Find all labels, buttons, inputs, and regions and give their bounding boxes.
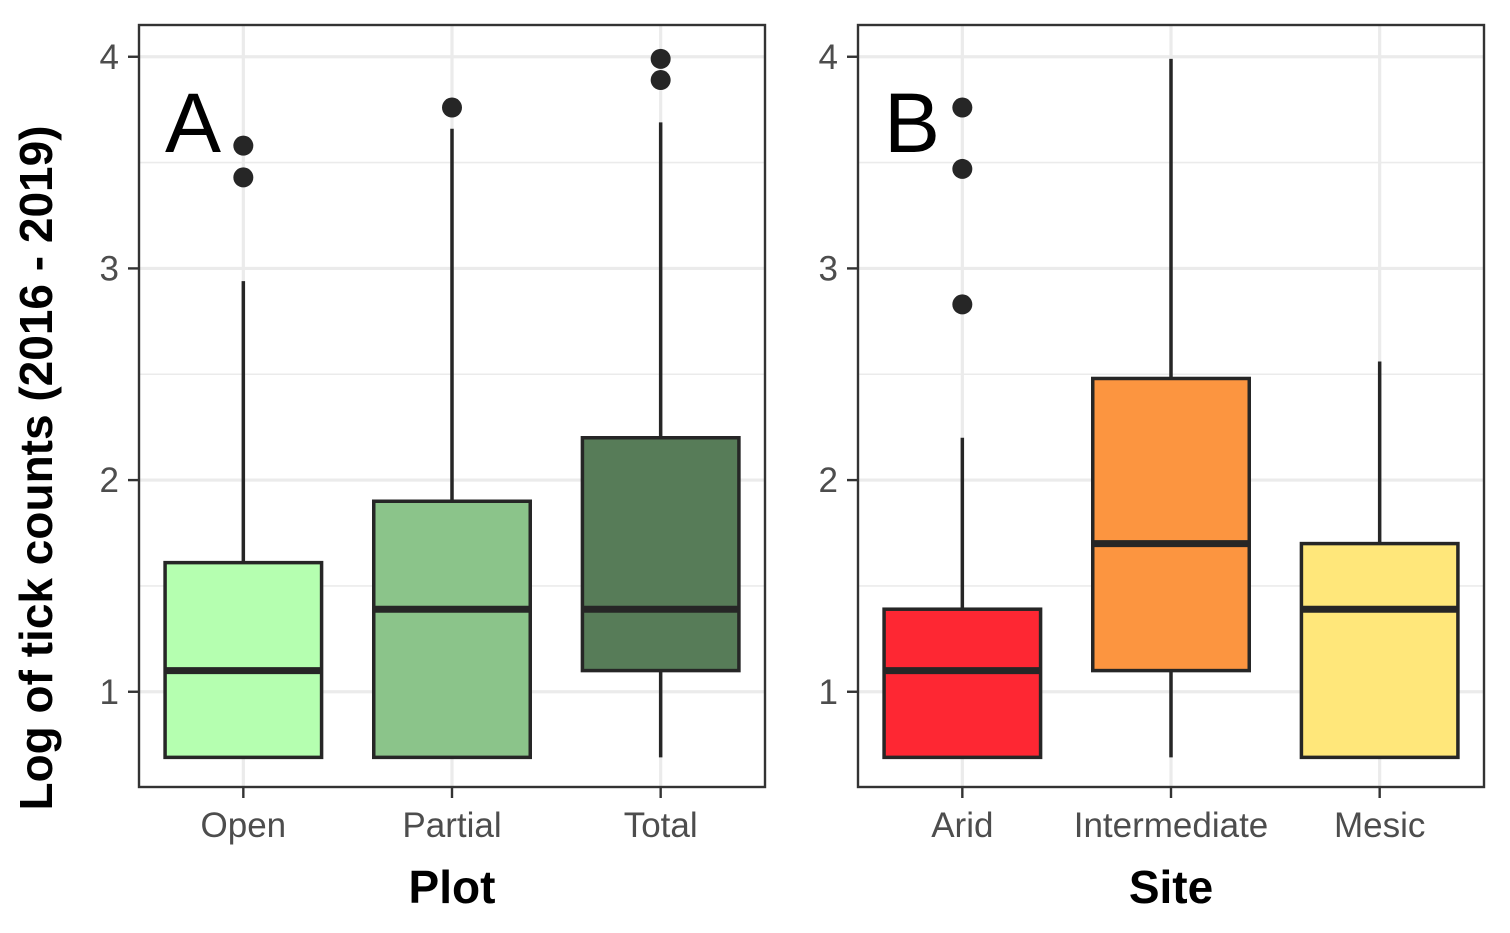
outlier-point (952, 97, 973, 118)
box-iqr (1091, 376, 1251, 673)
panel-a: 1 2 3 4 Open Partial Total Plot A (100, 23, 767, 913)
y-tick-label: 2 (100, 461, 119, 500)
y-tick-label: 3 (819, 249, 838, 288)
panel-tag: A (165, 76, 221, 170)
box-iqr (580, 436, 741, 673)
y-axis-title: Log of tick counts (2016 - 2019) (10, 125, 62, 810)
x-tick-label: Partial (402, 806, 501, 845)
panel-b: 1 2 3 4 Arid Intermediate Mesic Site B (819, 23, 1486, 913)
y-tick-label: 4 (819, 38, 838, 77)
box-iqr (882, 607, 1043, 760)
box-open (163, 135, 324, 760)
box-iqr (163, 560, 324, 760)
x-tick-label: Total (624, 806, 698, 845)
box-partial (372, 97, 532, 760)
box-total (580, 48, 741, 758)
x-axis-title: Site (1129, 861, 1213, 913)
outlier-point (952, 294, 973, 315)
x-axis-title: Plot (409, 861, 496, 913)
outlier-point (233, 135, 254, 156)
x-tick-label: Intermediate (1074, 806, 1269, 845)
y-tick-label: 1 (819, 673, 838, 712)
outlier-point (650, 48, 671, 69)
x-tick-label: Mesic (1334, 806, 1425, 845)
outlier-point (650, 70, 671, 91)
box-iqr (1299, 541, 1460, 760)
outlier-point (952, 158, 973, 179)
panel-tag: B (884, 76, 940, 170)
box-mesic (1299, 361, 1460, 760)
box-intermediate (1091, 58, 1251, 758)
y-tick-label: 4 (100, 38, 119, 77)
box-iqr (372, 499, 532, 760)
y-tick-label: 1 (100, 673, 119, 712)
x-tick-label: Arid (931, 806, 993, 845)
outlier-point (442, 97, 462, 118)
box-arid (882, 97, 1043, 760)
x-tick-label: Open (201, 806, 287, 845)
y-tick-label: 3 (100, 249, 119, 288)
outlier-point (233, 167, 254, 188)
y-tick-label: 2 (819, 461, 838, 500)
